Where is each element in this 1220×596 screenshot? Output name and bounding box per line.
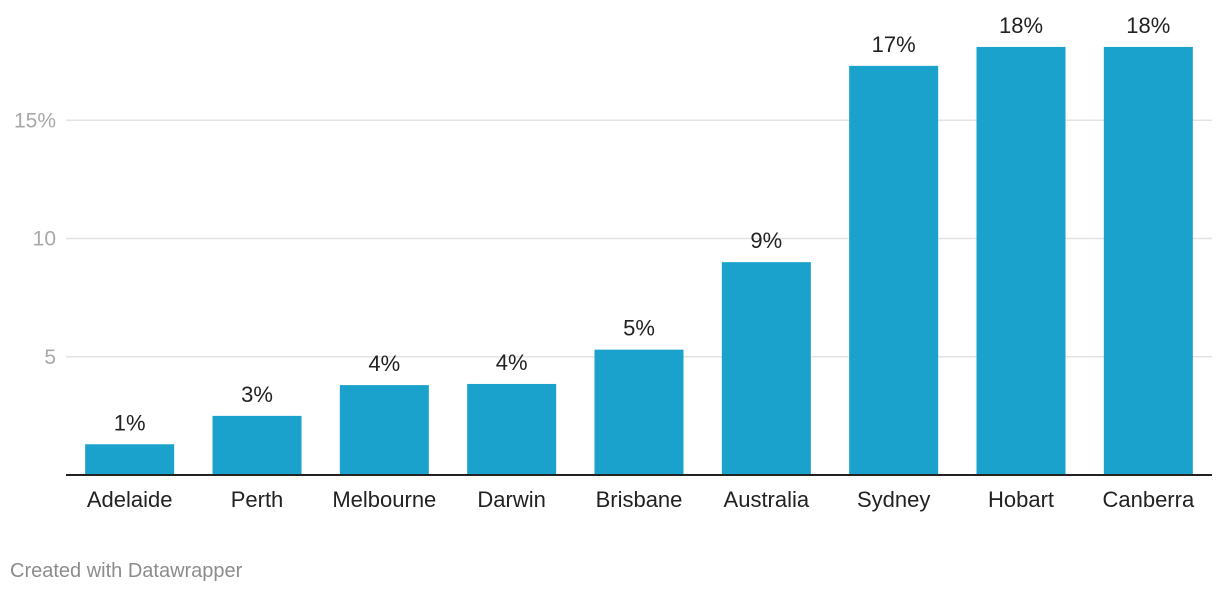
value-label: 18% [999, 13, 1043, 38]
category-label: Canberra [1102, 487, 1194, 512]
bar [467, 383, 557, 475]
category-label: Brisbane [596, 487, 683, 512]
category-label: Darwin [477, 487, 545, 512]
bar [976, 46, 1066, 476]
y-tick-label: 5 [44, 346, 56, 369]
bar [85, 444, 175, 475]
y-tick-label: 10 [33, 228, 56, 251]
bar [1103, 46, 1193, 476]
y-tick-label: 15% [14, 109, 56, 132]
value-label: 4% [368, 351, 400, 376]
category-label: Hobart [988, 487, 1054, 512]
bar [212, 415, 302, 475]
value-label: 1% [114, 410, 146, 435]
bar [339, 385, 429, 475]
value-label: 4% [496, 350, 528, 375]
value-label: 3% [241, 382, 273, 407]
value-label: 18% [1126, 13, 1170, 38]
category-label: Melbourne [332, 487, 436, 512]
bar [849, 65, 939, 475]
bar-chart: 5 10 15% 1% Adelaide 3% Perth 4% Melbourne 4% Darw… [14, 13, 1212, 512]
category-label: Perth [231, 487, 284, 512]
value-label: 17% [872, 32, 916, 57]
value-label: 9% [750, 228, 782, 253]
bar [594, 349, 684, 475]
credit-text: Created with Datawrapper [10, 560, 243, 582]
value-label: 5% [623, 316, 655, 341]
category-label: Sydney [857, 487, 930, 512]
category-label: Australia [724, 487, 810, 512]
bar [721, 262, 811, 475]
category-label: Adelaide [87, 487, 173, 512]
